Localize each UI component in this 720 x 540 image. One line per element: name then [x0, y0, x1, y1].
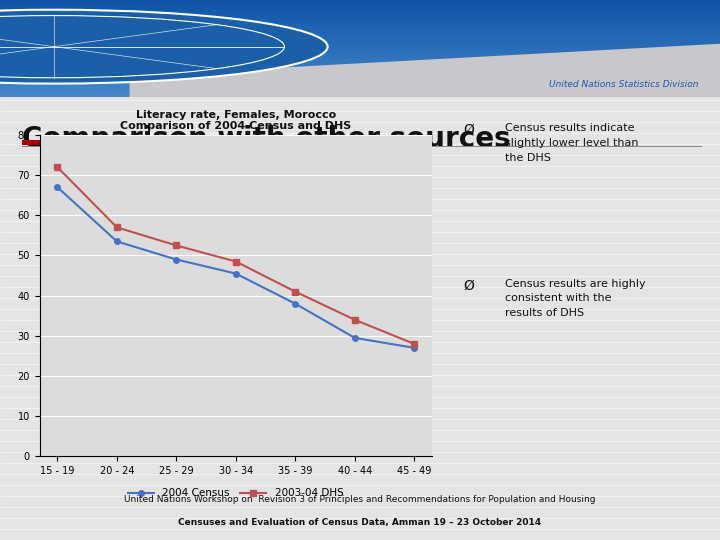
Bar: [0, 49, 720, 53]
2003-04 DHS: [172, 242, 181, 249]
2004 Census: [172, 256, 181, 263]
Circle shape: [0, 10, 328, 84]
2003-04 DHS: [112, 224, 121, 231]
2003-04 DHS: [53, 164, 62, 171]
Bar: [0, 5, 720, 10]
Text: Censuses and Evaluation of Census Data, Amman 19 – 23 October 2014: Censuses and Evaluation of Census Data, …: [179, 518, 541, 527]
Bar: [0, 58, 720, 63]
2003-04 DHS: [351, 316, 359, 323]
Bar: [0, 53, 720, 58]
Line: 2004 Census: 2004 Census: [55, 185, 417, 350]
Title: Literacy rate, Females, Morocco
Comparison of 2004 Census and DHS: Literacy rate, Females, Morocco Comparis…: [120, 110, 351, 131]
Bar: [0, 83, 720, 87]
Bar: [0, 15, 720, 19]
Bar: [0, 39, 720, 44]
Text: Comparison with other sources: Comparison with other sources: [22, 125, 510, 153]
2004 Census: [232, 271, 240, 277]
Bar: [0, 73, 720, 78]
Bar: [0, 24, 720, 29]
Line: 2003-04 DHS: 2003-04 DHS: [55, 164, 417, 347]
Bar: [0, 78, 720, 83]
2004 Census: [53, 184, 62, 191]
2003-04 DHS: [291, 288, 300, 295]
Polygon shape: [130, 44, 720, 97]
Bar: [0, 10, 720, 15]
Text: Census results are highly
consistent with the
results of DHS: Census results are highly consistent wit…: [505, 279, 645, 318]
Legend: 2004 Census, 2003-04 DHS: 2004 Census, 2003-04 DHS: [124, 484, 348, 503]
Text: United Nations Statistics Division: United Nations Statistics Division: [549, 80, 698, 90]
2004 Census: [291, 300, 300, 307]
2003-04 DHS: [232, 258, 240, 265]
Bar: [0, 34, 720, 39]
Bar: [0, 87, 720, 92]
Bar: [0, 92, 720, 97]
Text: Ø: Ø: [464, 279, 474, 293]
Text: Ø: Ø: [464, 123, 474, 137]
2004 Census: [351, 335, 359, 341]
Bar: [0, 63, 720, 68]
Bar: [22, 140, 412, 145]
Bar: [0, 68, 720, 73]
Bar: [0, 29, 720, 34]
Bar: [22, 146, 702, 147]
2004 Census: [410, 345, 418, 351]
Text: Census results indicate
slightly lower level than
the DHS: Census results indicate slightly lower l…: [505, 123, 638, 163]
Bar: [0, 19, 720, 24]
Text: United Nations Workshop on  Revision 3 of Principles and Recommendations for Pop: United Nations Workshop on Revision 3 of…: [125, 495, 595, 504]
2004 Census: [112, 238, 121, 245]
Bar: [0, 44, 720, 49]
2003-04 DHS: [410, 341, 418, 347]
Bar: [0, 0, 720, 5]
